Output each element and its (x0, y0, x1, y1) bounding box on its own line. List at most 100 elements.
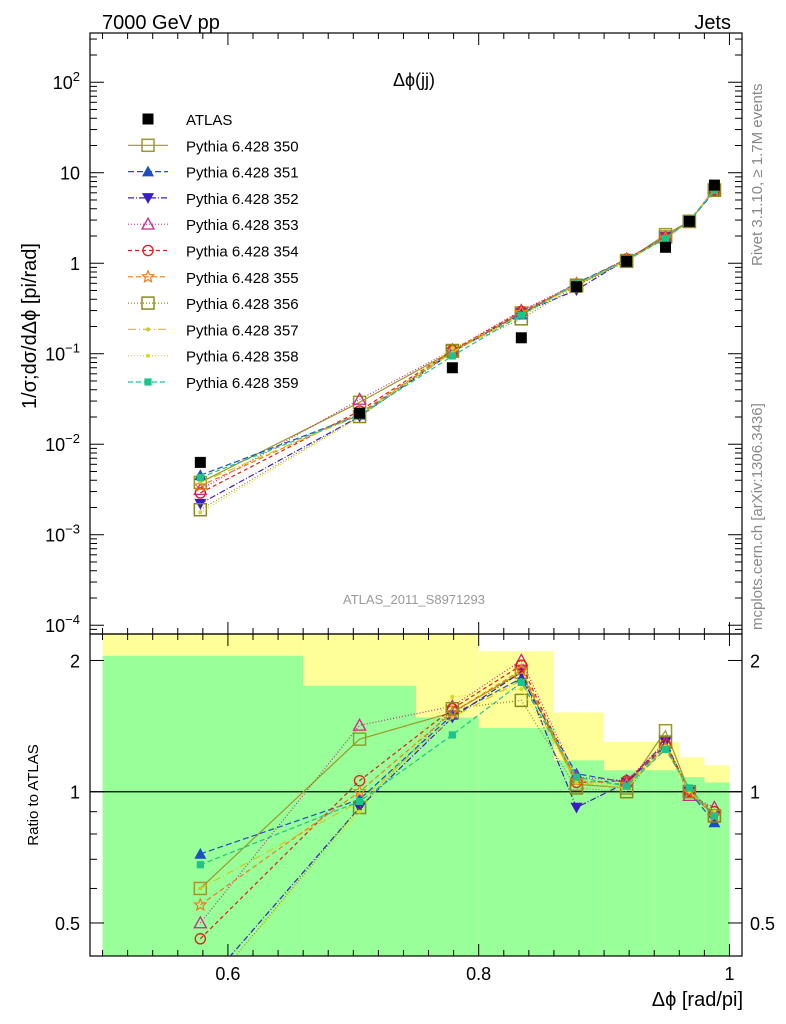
ratio-point (445, 701, 460, 716)
ratio-point (355, 797, 364, 806)
ratio-point (445, 698, 460, 712)
ratio-point (514, 662, 529, 677)
ratio-y-tick-label-right: 2 (750, 651, 760, 671)
x-axis-label: Δϕ [rad/pi] (652, 989, 743, 1011)
series-point (194, 487, 207, 499)
ratio-point (198, 886, 203, 891)
series-point (193, 502, 208, 517)
ratio-point (514, 693, 529, 708)
mcplots-credit-label: mcplots.cern.ch [arXiv:1306.3436] (749, 403, 766, 630)
band-inner (416, 717, 479, 956)
legend-marker (142, 165, 154, 177)
ratio-point (353, 802, 366, 814)
ratio-line-8 (235, 688, 715, 956)
ratio-y-tick-label: 1 (70, 783, 80, 803)
series-point (198, 480, 203, 485)
ratio-point (352, 717, 367, 731)
series-point (193, 478, 208, 492)
ratio-point (661, 745, 670, 754)
chart-elements: 0.6 0.8 1 10−4 10−3 10−2 10−1 1 10 102 0.5 0.5 1 1 2 2 A… (45, 32, 775, 1004)
band-inner (654, 770, 680, 956)
ratio-point (623, 782, 631, 790)
legend-label: Pythia 6.428 356 (186, 296, 299, 313)
ratio-point (448, 731, 456, 739)
data-point (515, 332, 527, 344)
ratio-point (357, 809, 362, 814)
legend-label: Pythia 6.428 355 (186, 270, 299, 287)
ratio-point (193, 915, 208, 929)
main-series-group (193, 179, 722, 517)
x-tick-label: 1 (724, 964, 734, 984)
ratio-point (352, 784, 367, 798)
legend-label: Pythia 6.428 354 (186, 244, 299, 261)
data-point (446, 362, 458, 374)
ratio-point (685, 784, 693, 792)
ratio-point (517, 678, 525, 687)
legend-marker (140, 269, 156, 283)
legend-label: Pythia 6.428 358 (186, 349, 299, 366)
legend-label: Pythia 6.428 352 (186, 191, 299, 208)
legend: ATLAS Pythia 6.428 350 Pythia 6.428 351 Pyt… (128, 112, 299, 392)
series-point (352, 392, 367, 405)
legend-label: Pythia 6.428 357 (186, 322, 299, 339)
rivet-version-label: Rivet 3.1.10, ≥ 1.7M events (749, 84, 766, 267)
legend-label: Pythia 6.428 351 (186, 165, 299, 182)
main-y-tick-label: 10−2 (45, 431, 80, 455)
header-beam-label: 7000 GeV pp (102, 12, 220, 34)
ratio-point (193, 881, 208, 896)
series-point (450, 346, 455, 351)
band-inner (604, 770, 655, 956)
legend-label: Pythia 6.428 353 (186, 217, 299, 234)
ratio-y-tick-label-right: 1 (750, 783, 760, 803)
ratio-point (570, 802, 583, 814)
ratio-point (352, 732, 367, 746)
main-y-tick-label: 10−3 (45, 522, 80, 546)
ratio-point (194, 933, 207, 945)
legend-marker (141, 296, 155, 310)
ratio-point (194, 986, 206, 997)
ratio-series-group (193, 653, 722, 1004)
ratio-point (682, 784, 697, 798)
main-y-tick-label: 10−1 (45, 341, 80, 365)
ratio-panel-frame (89, 633, 743, 957)
legend-label: ATLAS (186, 112, 232, 129)
ratio-point (710, 812, 719, 820)
legend-marker (142, 193, 154, 204)
analysis-id-label: ATLAS_2011_S8971293 (343, 592, 485, 607)
header-process-label: Jets (694, 12, 731, 34)
uncertainty-bands (102, 634, 730, 956)
ratio-y-tick-label: 0.5 (55, 914, 80, 934)
series-point (619, 254, 634, 269)
data-point (570, 281, 582, 293)
legend-marker (141, 138, 155, 153)
series-point (196, 473, 204, 482)
band-inner (478, 728, 554, 956)
ratio-point (519, 687, 524, 692)
main-y-tick-label: 10 (60, 164, 80, 184)
series-point (448, 352, 456, 360)
ratio-y-tick-label-right: 0.5 (750, 914, 775, 934)
ratio-point (450, 694, 455, 699)
ratio-point (196, 861, 204, 869)
band-inner (679, 777, 705, 956)
ratio-point (572, 773, 581, 781)
ratio-point (194, 992, 206, 1004)
ratio-line-3 (199, 659, 715, 924)
ratio-y-axis-label: Ratio to ATLAS (25, 744, 42, 845)
legend-marker (146, 353, 150, 358)
ratio-point (193, 897, 208, 912)
legend-marker-data (142, 113, 154, 125)
main-y-tick-label: 10−4 (45, 612, 80, 636)
legend-marker (144, 378, 152, 386)
ratio-point (198, 996, 202, 1000)
band-inner (303, 685, 416, 956)
main-y-tick-label: 1 (70, 254, 80, 274)
legend-marker (140, 216, 156, 230)
data-point (660, 241, 672, 253)
ratio-point (450, 715, 455, 720)
data-point (621, 255, 633, 267)
ratio-y-tick-label: 2 (70, 651, 80, 671)
band-inner (102, 655, 304, 956)
data-point (194, 456, 206, 468)
